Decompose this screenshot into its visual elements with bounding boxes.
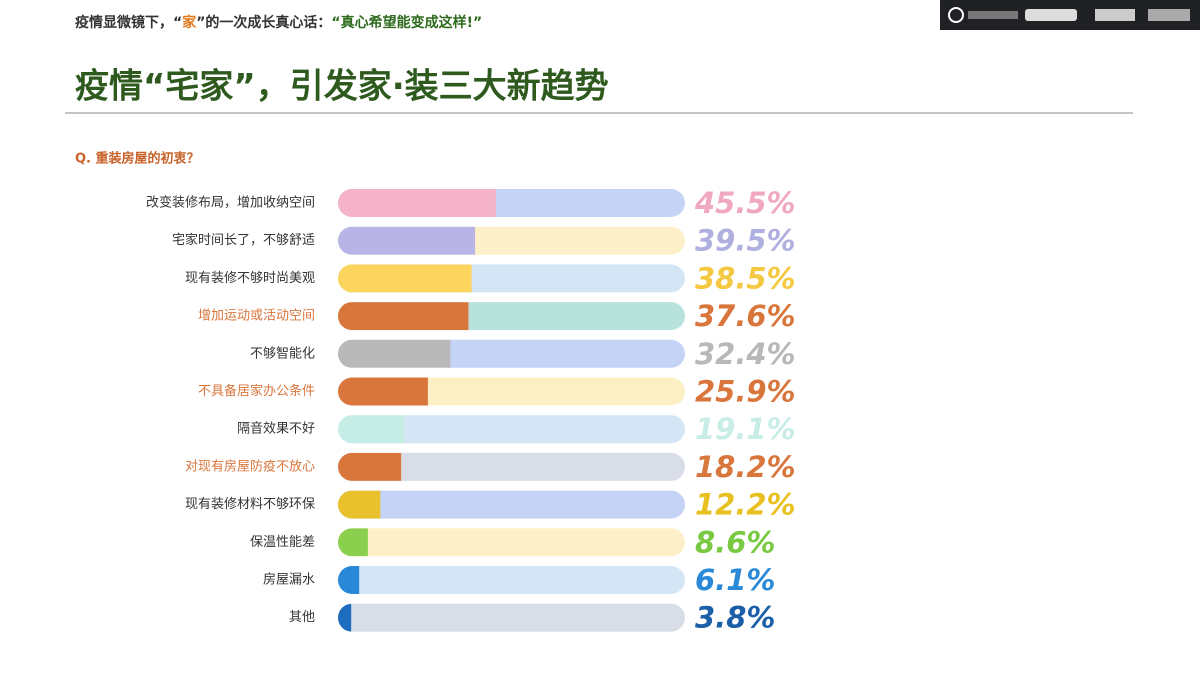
logo [1025,9,1077,21]
value-label: 19.1% [695,412,796,446]
bar [338,339,451,368]
header-part: “真心希望能变成这样!” [331,14,482,31]
bar-track [338,528,685,557]
logo [968,11,1018,19]
value-label: 8.6% [695,525,775,559]
logo [1095,9,1135,21]
logo [1148,9,1190,21]
value-label: 32.4% [695,337,796,371]
category-label: 保温性能差 [250,535,315,550]
bar [338,528,368,557]
bar-track [338,415,685,444]
value-label: 12.2% [695,488,796,522]
value-label: 45.5% [694,186,796,220]
value-label: 39.5% [695,224,796,258]
category-label: 增加运动或活动空间 [198,309,315,324]
value-label: 25.9% [695,375,796,409]
header: 疫情显微镜下，“家”的一次成长真心话：“真心希望能变成这样!” [75,14,482,31]
bar [338,415,405,444]
bar [338,189,496,217]
category-label: 不够智能化 [250,346,315,361]
category-label: 房屋漏水 [263,572,315,588]
value-label: 38.5% [695,261,796,295]
bar-track [338,452,685,481]
bar-track [338,490,685,519]
header-part: 家 [182,14,197,31]
bar [338,226,476,255]
category-label: 现有装修材料不够环保 [185,497,315,512]
header-part: ”的一次成长真心话： [196,14,331,31]
question: Q. 重装房屋的初衷？ [75,151,200,167]
bar-track [338,603,685,632]
category-label: 不具备居家办公条件 [198,383,315,399]
title: 疫情“宅家”，引发家·装三大新趋势 [75,67,609,107]
bar [338,603,352,632]
category-label: 现有装修不够时尚美观 [185,271,315,286]
bar [338,302,469,331]
value-label: 37.6% [695,299,796,333]
category-label: 改变装修布局，增加收纳空间 [146,195,315,211]
value-label: 3.8% [695,601,775,635]
bar-track [338,566,685,594]
bar [338,377,428,406]
bar [338,264,472,293]
category-label: 其他 [289,610,315,625]
category-label: 对现有房屋防疫不放心 [185,458,315,474]
logo [948,7,964,23]
header-part: 疫情显微镜下，“ [75,14,182,31]
bar [338,452,402,481]
value-label: 6.1% [695,563,775,597]
category-label: 隔音效果不好 [237,421,315,437]
bar [338,566,360,594]
value-label: 18.2% [695,450,796,484]
category-label: 宅家时间长了，不够舒适 [172,232,315,248]
bar [338,490,381,519]
